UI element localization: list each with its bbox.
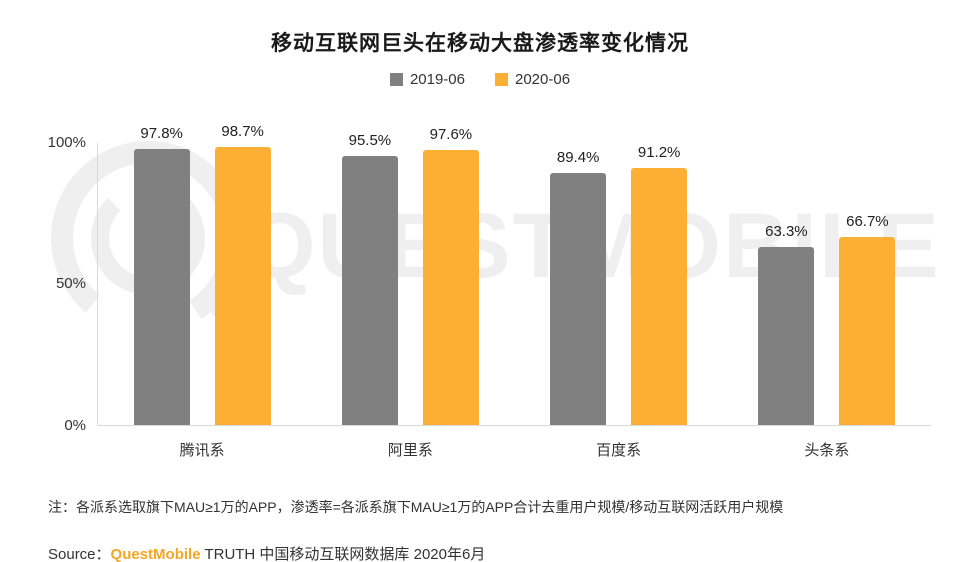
bar-value-label: 89.4% [556,148,600,166]
bar-value-label: 91.2% [637,143,681,161]
legend: 2019-06 2020-06 [0,71,960,88]
legend-swatch [495,73,508,86]
bar-group-腾讯系: 97.8% 98.7% 腾讯系 [133,123,271,459]
y-tick-50: 50% [55,275,86,292]
bar-value-label: 98.7% [221,122,264,140]
bar-value-label: 97.8% [140,125,183,143]
bar-value-label: 63.3% [765,222,808,240]
footnote: 注：各派系选取旗下MAU≥1万的APP，渗透率=各派系旗下MAU≥1万的APP合… [48,499,784,515]
bar-头条系-2020-06: 66.7% [839,213,896,425]
legend-label: 2020-06 [515,71,571,88]
bar-头条系-2019-06: 63.3% [758,223,815,425]
legend-swatch [389,73,403,86]
y-tick-0: 0% [64,417,86,434]
bar-阿里系-2020-06: 97.6% [422,126,479,425]
bar-腾讯系-2019-06: 97.8% [133,125,190,425]
bar-group-头条系: 63.3% 66.7% 头条系 [758,143,896,459]
bar-百度系-2019-06: 89.4% [550,149,607,425]
category-label: 百度系 [596,442,642,459]
source-prefix: Source： [48,546,111,562]
category-label: 腾讯系 [179,442,225,459]
plot-area: 100% 50% 0% 97.8% 98.7% 腾讯系 95.5% 97.6% 阿里系 89… [48,123,931,459]
source-brand: QuestMobile [110,546,201,562]
source-line: Source：QuestMobile TRUTH 中国移动互联网数据库 2020… [48,543,485,562]
bar-阿里系-2019-06: 95.5% [341,132,398,425]
bar-value-label: 95.5% [348,131,392,149]
chart-title: 移动互联网巨头在移动大盘渗透率变化情况 [271,32,689,55]
legend-label: 2019-06 [409,71,465,88]
category-label: 阿里系 [387,442,433,459]
legend-item-2020-06: 2020-06 [495,71,570,88]
bar-group-阿里系: 95.5% 97.6% 阿里系 [341,126,479,459]
y-tick-100: 100% [47,134,86,151]
bar-value-label: 66.7% [846,212,889,230]
bar-腾讯系-2020-06: 98.7% [214,123,271,425]
bar-group-百度系: 89.4% 91.2% 百度系 [550,143,688,459]
legend-item-2019-06: 2019-06 [389,71,465,88]
source-rest: TRUTH 中国移动互联网数据库 2020年6月 [200,546,486,562]
bar-groups: 97.8% 98.7% 腾讯系 95.5% 97.6% 阿里系 89.4% 91.2% 百度系 6… [98,123,931,459]
bar-百度系-2020-06: 91.2% [631,144,688,425]
bar-value-label: 97.6% [429,125,473,143]
category-label: 头条系 [804,442,850,459]
